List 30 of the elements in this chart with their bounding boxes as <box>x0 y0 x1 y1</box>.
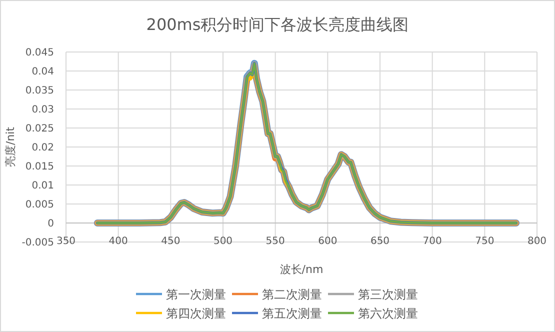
x-axis-title: 波长/nm <box>280 263 324 276</box>
y-tick-label: 0.01 <box>32 180 54 192</box>
legend-label: 第二次测量 <box>262 288 322 302</box>
legend-label: 第六次测量 <box>358 306 418 320</box>
x-tick-label: 400 <box>108 236 128 247</box>
y-tick-label: 0.04 <box>32 66 54 78</box>
legend-label: 第五次测量 <box>262 306 322 320</box>
x-tick-label: 450 <box>161 236 180 247</box>
y-tick-label: 0.02 <box>32 142 54 154</box>
x-tick-label: 750 <box>475 236 494 247</box>
y-tick-label: 0.005 <box>25 200 54 210</box>
legend-label: 第三次测量 <box>358 288 418 302</box>
x-tick-label: 650 <box>370 236 390 247</box>
y-tick-label: 0.045 <box>25 48 54 58</box>
x-tick-label: 500 <box>213 236 233 247</box>
y-tick-label: 0.025 <box>25 124 54 134</box>
chart-title: 200ms积分时间下各波长亮度曲线图 <box>146 15 409 34</box>
y-tick-label: -0.005 <box>22 238 54 248</box>
x-tick-label: 550 <box>266 236 285 247</box>
legend-label: 第四次测量 <box>166 306 226 320</box>
y-tick-label: 0 <box>48 218 54 230</box>
y-tick-label: 0.015 <box>25 162 54 172</box>
legend-label: 第一次测量 <box>166 288 226 302</box>
y-axis-title: 亮度/nit <box>4 126 17 168</box>
y-tick-label: 0.035 <box>25 86 54 96</box>
x-tick-label: 350 <box>56 236 76 247</box>
x-tick-label: 800 <box>527 236 547 247</box>
x-tick-label: 700 <box>422 236 442 247</box>
y-tick-label: 0.03 <box>32 104 54 116</box>
x-tick-label: 600 <box>318 236 338 247</box>
